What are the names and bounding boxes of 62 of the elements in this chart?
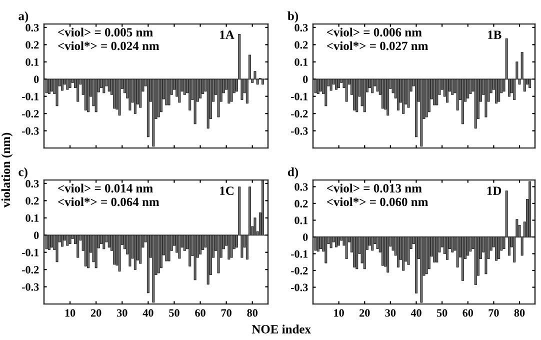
x-tick-label: 70 [221, 309, 232, 317]
x-axis-title: NOE index [252, 324, 311, 334]
x-tick-label: 60 [462, 309, 474, 317]
y-tick-label: 0.2 [26, 41, 39, 49]
x-tick-label: 70 [488, 309, 499, 317]
annotation: 1C [220, 186, 234, 195]
x-tick-label: 60 [195, 309, 206, 317]
x-tick-label: 30 [385, 309, 396, 317]
y-tick-label: -0.2 [22, 266, 39, 274]
annotation: 1A [220, 30, 234, 39]
y-tick-label: -0.1 [22, 248, 39, 256]
y-tick-label: 0.1 [294, 58, 308, 66]
annotation: 1B [488, 30, 502, 39]
y-tick-label: 0.3 [294, 24, 308, 32]
y-tick-label: 0.3 [26, 180, 39, 188]
y-tick-label: 0.2 [294, 200, 308, 208]
x-tick-label: 20 [360, 309, 370, 317]
y-tick-label: 0.1 [26, 58, 39, 66]
y-tick-label: 0 [303, 76, 308, 84]
y-tick-label: 0 [303, 233, 308, 241]
y-tick-label: 0 [34, 76, 39, 84]
y-tick-label: -0.3 [290, 284, 308, 292]
x-tick-label: 50 [169, 309, 180, 317]
y-tick-label: -0.3 [290, 127, 308, 135]
text: b) [288, 11, 298, 23]
y-tick-label: 0.3 [294, 183, 308, 191]
annotation: <viol> = 0.005 nm [58, 28, 153, 37]
text: d) [288, 167, 298, 179]
text: a) [18, 11, 28, 23]
text: c) [18, 167, 28, 179]
annotation: <viol> = 0.014 nm [58, 184, 153, 193]
y-tick-label: -0.3 [22, 127, 39, 135]
y-tick-label: -0.1 [290, 92, 308, 100]
y-tick-label: -0.2 [22, 110, 39, 118]
y-tick-label: -0.1 [290, 250, 308, 258]
annotation: <viol*> = 0.027 nm [326, 41, 428, 50]
y-tick-label: 0 [34, 232, 39, 240]
y-axis-title: violation (nm) [1, 132, 13, 208]
y-tick-label: 0.3 [26, 24, 39, 32]
x-tick-label: 10 [65, 309, 76, 317]
y-tick-label: 0.1 [26, 214, 39, 222]
annotation: <viol*> = 0.024 nm [58, 41, 160, 50]
x-tick-label: 10 [334, 309, 344, 317]
y-tick-label: -0.3 [22, 283, 39, 291]
x-tick-label: 40 [410, 309, 422, 317]
annotation: <viol*> = 0.060 nm [326, 197, 428, 206]
y-tick-label: -0.2 [290, 266, 308, 274]
annotation: <viol*> = 0.064 nm [58, 197, 160, 206]
x-tick-label: 30 [117, 309, 128, 317]
x-tick-label: 20 [91, 309, 102, 317]
x-tick-label: 80 [514, 309, 525, 317]
annotation: 1D [487, 186, 502, 195]
annotation: <viol> = 0.013 nm [326, 184, 422, 193]
y-tick-label: -0.2 [290, 110, 308, 118]
x-tick-label: 40 [142, 309, 154, 317]
annotation: <viol> = 0.006 nm [326, 28, 422, 37]
y-tick-label: 0.2 [26, 197, 39, 205]
y-tick-label: 0.2 [294, 41, 308, 49]
x-tick-label: 50 [436, 309, 448, 317]
x-tick-label: 80 [247, 309, 258, 317]
y-tick-label: -0.1 [22, 92, 39, 100]
y-tick-label: 0.1 [294, 216, 308, 224]
